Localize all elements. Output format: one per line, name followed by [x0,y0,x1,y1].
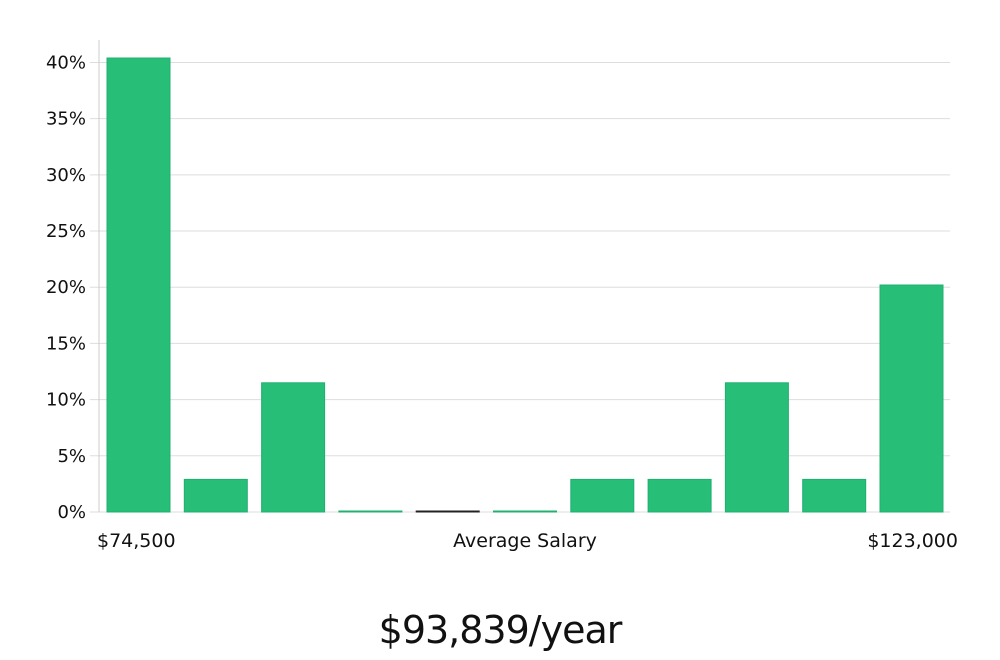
bar-bin4 [338,510,403,513]
bar-bin8 [647,478,712,513]
x-axis-title: Average Salary [453,530,597,552]
y-tick-label: 25% [46,221,86,242]
bar-bin2 [183,478,248,513]
y-tick-label: 40% [46,52,86,73]
grid-lines [90,61,950,513]
y-tick-labels: 0% 5% 10% 15% 20% 25% 30% 35% 40% [46,52,86,523]
bar-bin9 [724,382,789,513]
y-tick-label: 20% [46,277,86,298]
bars [106,57,944,513]
bar-bin7 [570,478,635,513]
y-tick-label: 30% [46,165,86,186]
x-max-label: $123,000 [867,530,958,552]
bar-bin3 [261,382,326,513]
bar-bin1 [106,57,171,513]
y-tick-label: 35% [46,109,86,130]
bar-bin11 [879,284,944,513]
y-tick-label: 15% [46,333,86,354]
y-tick-label: 10% [46,390,86,411]
y-tick-label: 0% [57,502,86,523]
y-tick-label: 5% [57,446,86,467]
bar-bin10 [802,478,867,513]
average-salary-value: $93,839/year [378,608,623,652]
bar-bin6 [493,510,557,513]
x-min-label: $74,500 [97,530,176,552]
bar-bin5 [415,510,480,513]
salary-histogram: 0% 5% 10% 15% 20% 25% 30% 35% 40% $74,500 Averag… [46,40,958,552]
